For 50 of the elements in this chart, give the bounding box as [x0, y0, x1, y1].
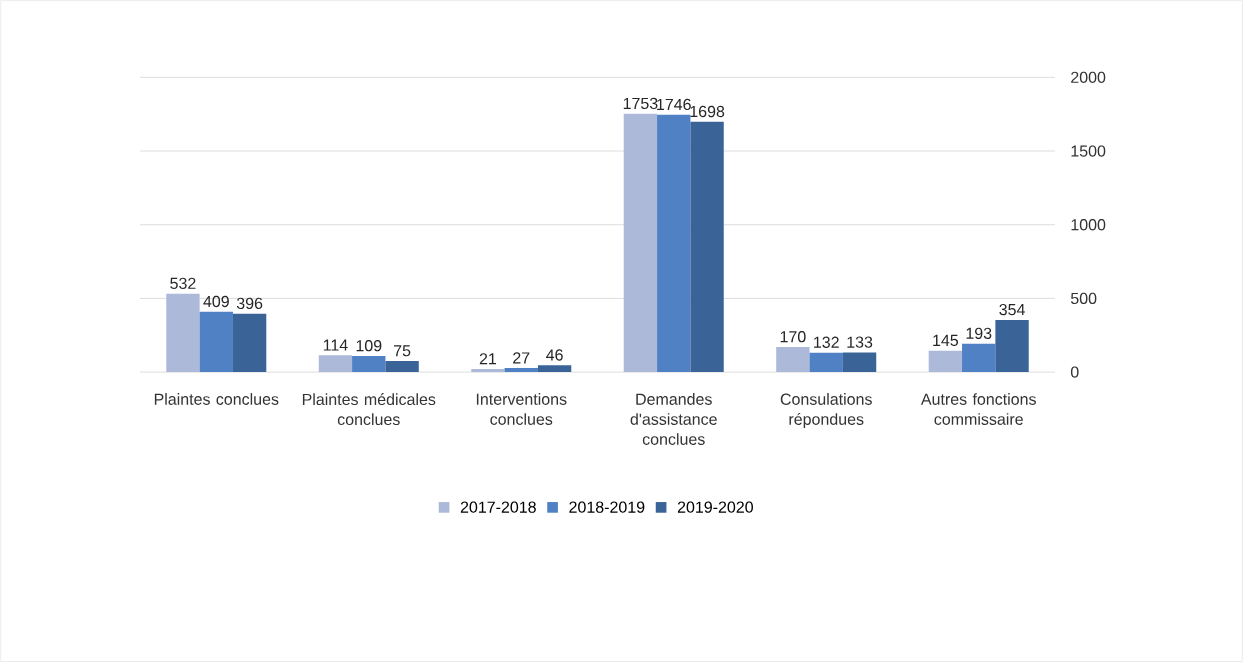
x-tick-label: Demandes d'assistance conclues	[630, 393, 717, 445]
data-label: 396	[236, 297, 263, 309]
bar	[690, 121, 724, 373]
bar	[471, 368, 505, 373]
data-label: 21	[479, 353, 497, 365]
data-label: 109	[356, 339, 382, 352]
x-tick-label: Plaintes médicales conclues	[302, 393, 436, 426]
y-tick-label: 500	[1070, 292, 1097, 305]
data-label: 27	[513, 352, 530, 364]
bar	[385, 360, 419, 373]
data-label: 132	[814, 336, 839, 348]
legend-label: 2017-2018	[460, 501, 536, 513]
bar	[962, 343, 996, 373]
data-label: 193	[966, 327, 992, 339]
bar	[995, 319, 1029, 373]
data-label: 532	[170, 277, 196, 289]
bar	[352, 355, 386, 373]
data-label: 145	[933, 334, 959, 346]
bar	[842, 352, 877, 373]
bar	[504, 368, 538, 373]
data-label: 1753	[623, 97, 658, 109]
bar	[318, 355, 353, 373]
x-tick-label: Autres fonctions commissaire	[920, 393, 1036, 425]
y-tick-label: 0	[1070, 366, 1079, 378]
data-label: 1698	[690, 105, 725, 118]
bar	[199, 311, 233, 373]
legend-label: 2019-2020	[677, 501, 753, 513]
legend-label: 2018-2019	[569, 501, 645, 513]
bar	[623, 113, 658, 373]
y-tick-label: 1000	[1071, 218, 1106, 231]
data-label: 46	[546, 349, 563, 361]
bar	[657, 114, 691, 373]
bar	[166, 293, 200, 373]
x-tick-label: Plaintes conclues	[154, 393, 279, 405]
data-label: 409	[203, 295, 229, 308]
bar	[928, 350, 963, 373]
y-tick-label: 2000	[1071, 71, 1106, 83]
data-label: 114	[323, 339, 348, 351]
bar	[809, 352, 843, 373]
data-label: 354	[999, 303, 1025, 316]
bar	[232, 313, 267, 373]
x-tick-label: Consulations répondues	[780, 393, 872, 428]
data-label: 133	[847, 336, 873, 348]
data-label: 170	[780, 330, 806, 343]
data-label: 75	[394, 345, 411, 357]
bar	[776, 346, 810, 373]
bar	[537, 365, 572, 373]
data-label: 1746	[657, 98, 691, 111]
y-tick-label: 1500	[1071, 145, 1106, 157]
x-tick-label: Interventions conclues	[476, 393, 567, 425]
